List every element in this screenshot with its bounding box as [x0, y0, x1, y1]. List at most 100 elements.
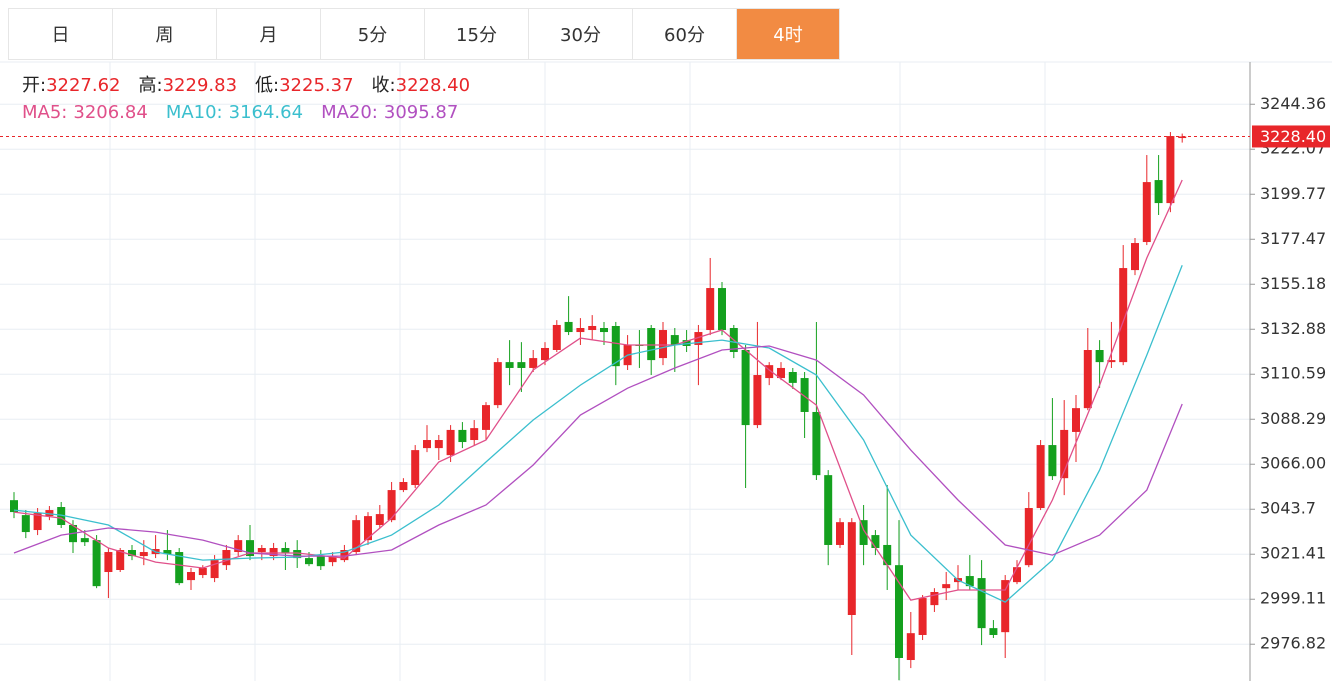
candle-body — [682, 340, 691, 346]
y-tick-label: 3244.36 — [1260, 94, 1326, 113]
ma-line — [13, 264, 1183, 603]
y-tick-label: 3043.7 — [1260, 499, 1316, 518]
period-tab[interactable]: 日 — [8, 8, 112, 60]
candle-body — [552, 324, 561, 351]
ma-value: 3095.87 — [383, 102, 459, 123]
candle-body — [234, 540, 243, 553]
candle-body — [446, 429, 455, 456]
y-tick-label: 3110.59 — [1260, 364, 1326, 383]
candle-body — [1166, 136, 1175, 204]
candle-body — [328, 556, 337, 563]
ohlc-row: 开:3227.62 高:3229.83 低:3225.37 收:3228.40 — [22, 72, 488, 99]
period-tab[interactable]: 月 — [216, 8, 320, 60]
info-label: 低: — [255, 75, 280, 96]
candle-body — [57, 507, 66, 525]
candle-body — [139, 552, 148, 557]
candle-body — [399, 481, 408, 491]
y-tick-label: 2976.82 — [1260, 634, 1326, 653]
candle-body — [836, 522, 844, 545]
candle-body — [104, 552, 113, 573]
candle-body — [375, 514, 384, 525]
period-tab[interactable]: 5分 — [320, 8, 424, 60]
candle-body — [33, 513, 42, 531]
candle-body — [1107, 360, 1116, 363]
candle-body — [812, 411, 821, 476]
info-label: 收: — [371, 75, 396, 96]
candle-body — [352, 520, 361, 553]
info-label: 高: — [138, 75, 163, 96]
candle-body — [1131, 243, 1139, 271]
candle-body — [871, 535, 880, 548]
ma-line — [13, 345, 1183, 557]
period-tab[interactable]: 60分 — [632, 8, 736, 60]
candle-body — [293, 550, 302, 559]
candle-body — [965, 576, 974, 587]
candle-body — [918, 598, 927, 635]
candle-body — [800, 378, 809, 412]
candle-body — [316, 556, 325, 567]
ma-value: 3206.84 — [73, 102, 148, 123]
candle-body — [411, 450, 420, 486]
y-tick-label: 3066.00 — [1260, 454, 1326, 473]
candle-body — [989, 628, 998, 635]
ma-value: 3164.64 — [228, 102, 304, 123]
candle-body — [753, 375, 762, 426]
candle-body — [883, 544, 892, 566]
candle-body — [1119, 268, 1128, 363]
candle-body — [824, 475, 833, 545]
ma-line — [13, 179, 1183, 601]
candle-body — [1048, 445, 1057, 477]
candle-body — [1013, 567, 1021, 583]
candle-body — [423, 440, 431, 449]
candle-body — [942, 584, 951, 589]
candle-body — [611, 325, 620, 367]
candle-body — [541, 347, 549, 361]
candle-body — [246, 540, 254, 557]
candle-body — [175, 552, 184, 584]
candle-body — [1083, 350, 1092, 409]
candle-body — [210, 560, 219, 579]
candle-body — [1060, 429, 1069, 479]
y-tick-label: 3177.47 — [1260, 229, 1326, 248]
y-tick-label: 3132.88 — [1260, 319, 1326, 338]
candle-body — [576, 328, 585, 333]
candle-body — [10, 500, 18, 513]
info-value: 3227.62 — [46, 75, 121, 96]
candle-body — [1178, 136, 1187, 139]
ma-name: MA5: — [22, 102, 68, 123]
ma-row: MA5: 3206.84 MA10: 3164.64 MA20: 3095.87 — [22, 99, 488, 126]
candle-body — [777, 367, 785, 379]
ma-name: MA20: — [321, 102, 378, 123]
candle-body — [482, 405, 490, 430]
candle-body — [80, 538, 89, 543]
candle-body — [116, 550, 125, 570]
candle-body — [670, 335, 679, 345]
y-tick-label: 2999.11 — [1260, 589, 1326, 608]
candle-body — [564, 321, 573, 333]
info-value: 3229.83 — [162, 75, 238, 96]
candle-body — [493, 362, 502, 406]
candle-body — [588, 325, 597, 331]
last-price-label: 3228.40 — [1260, 127, 1326, 146]
period-tab[interactable]: 15分 — [424, 8, 528, 60]
candle-body — [1036, 445, 1045, 509]
candle-body — [470, 428, 479, 441]
last-price-box — [1252, 125, 1330, 148]
period-tab[interactable]: 周 — [112, 8, 216, 60]
y-tick-label: 3021.41 — [1260, 544, 1326, 563]
info-panel: 开:3227.62 高:3229.83 低:3225.37 收:3228.40 MA5… — [22, 72, 488, 126]
candle-body — [1154, 180, 1163, 204]
candle-body — [458, 429, 467, 443]
candle-body — [529, 358, 538, 368]
period-tab[interactable]: 4时 — [736, 8, 840, 60]
candle-body — [305, 558, 313, 565]
period-tabs: 日周月 5分 15分 30分 60分 4时 — [8, 8, 840, 60]
candle-body — [387, 490, 396, 521]
candle-body — [847, 522, 856, 616]
candle-body — [706, 288, 715, 331]
candle-body — [281, 547, 290, 554]
period-tab[interactable]: 30分 — [528, 8, 632, 60]
candle-body — [434, 440, 443, 449]
